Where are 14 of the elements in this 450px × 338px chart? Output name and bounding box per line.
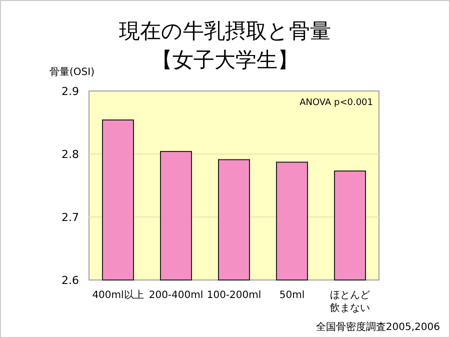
- y-tick-label: 2.6: [62, 274, 79, 287]
- y-axis-title: 骨量(OSI): [50, 67, 95, 78]
- chart-title: 現在の牛乳摂取と骨量: [119, 19, 331, 43]
- x-tick-label: 200-400ml: [148, 289, 204, 302]
- x-tick-label: 400ml以上: [92, 289, 144, 302]
- x-tick-label: 100-200ml: [206, 289, 262, 302]
- annotation: ANOVA p<0.001: [300, 98, 373, 108]
- y-tick-label: 2.7: [62, 211, 79, 224]
- y-tick-label: 2.9: [62, 85, 79, 98]
- chart-subtitle: 【女子大学生】: [152, 48, 298, 72]
- x-tick-label: 50ml: [279, 289, 305, 302]
- text: 全国骨密度調査2005,2006: [316, 321, 440, 333]
- x-tick-label: ほとんど飲まない: [329, 289, 371, 315]
- y-tick-label: 2.8: [62, 148, 79, 161]
